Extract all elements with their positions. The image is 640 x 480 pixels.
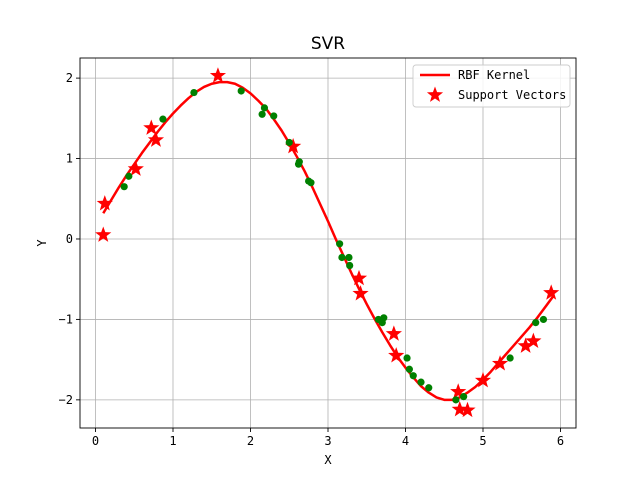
grid — [80, 58, 576, 428]
data-point — [120, 183, 128, 191]
chart-title: SVR — [311, 34, 345, 54]
data-point — [452, 396, 460, 404]
data-point — [125, 172, 133, 180]
data-point — [285, 138, 293, 147]
y-tick-label: 0 — [66, 232, 73, 246]
support-vector-star — [459, 401, 476, 418]
axes-frame — [79, 57, 577, 429]
support-vector-star — [388, 347, 405, 363]
data-point — [409, 372, 417, 380]
x-tick-label: 6 — [557, 434, 564, 448]
support-vector-star — [147, 131, 165, 147]
x-tick-label: 3 — [324, 434, 331, 448]
support-vector-star — [517, 337, 534, 353]
support-vector-star — [127, 160, 144, 176]
support-vector-star — [474, 372, 492, 388]
support-vector-star — [451, 401, 468, 417]
x-axis-label: X — [324, 453, 332, 467]
data-point — [159, 115, 167, 123]
y-ticks: −2 −1 0 1 2 — [59, 71, 80, 407]
data-point — [403, 354, 411, 362]
x-tick-label: 0 — [92, 434, 99, 448]
support-vector-star — [525, 332, 542, 349]
rbf-kernel-line — [102, 80, 554, 402]
legend-label-rbf-kernel: RBF Kernel — [458, 68, 530, 82]
support-vector-star — [385, 325, 402, 341]
data-point — [336, 240, 344, 248]
data-point — [237, 87, 245, 95]
data-point — [260, 104, 269, 112]
data-point — [295, 158, 303, 166]
x-tick-label: 5 — [479, 434, 486, 448]
data-point — [380, 314, 388, 322]
support-vector-star — [209, 67, 227, 83]
support-vector-star — [350, 269, 368, 286]
data-point — [405, 365, 413, 373]
data-point — [539, 315, 548, 324]
legend-label-support-vectors: Support Vectors — [458, 88, 566, 102]
data-point — [338, 253, 346, 262]
y-tick-label: −1 — [59, 312, 73, 326]
support-vector-star — [491, 355, 509, 371]
support-vector-star — [143, 119, 160, 135]
legend-box — [412, 64, 571, 108]
data-point — [506, 354, 514, 362]
x-tick-label: 4 — [402, 434, 409, 448]
legend: RBF Kernel Support Vectors — [412, 64, 571, 108]
support-vector-star — [352, 285, 369, 301]
data-point — [425, 384, 433, 392]
data-point — [307, 179, 315, 187]
data-point — [345, 253, 353, 262]
y-tick-label: 1 — [66, 152, 73, 166]
legend-star-swatch — [426, 86, 444, 102]
support-vector-star — [96, 195, 113, 211]
support-vector-star — [543, 284, 560, 300]
x-tick-label: 2 — [247, 434, 254, 448]
data-point — [532, 319, 540, 327]
x-tick-label: 1 — [169, 434, 176, 448]
support-vector-star — [285, 137, 302, 154]
data-point — [190, 88, 198, 97]
data-point — [346, 261, 354, 270]
support-vector-star — [95, 226, 112, 242]
data-point — [270, 112, 278, 120]
data-point — [258, 110, 266, 118]
data-point — [460, 393, 468, 401]
y-axis-label: Y — [35, 239, 49, 247]
y-tick-label: 2 — [66, 71, 73, 85]
plot-area — [95, 67, 560, 418]
data-point — [417, 378, 425, 386]
x-ticks: 0 1 2 3 4 5 6 — [92, 428, 564, 448]
support-vector-star — [450, 383, 467, 399]
y-tick-label: −2 — [59, 393, 73, 407]
